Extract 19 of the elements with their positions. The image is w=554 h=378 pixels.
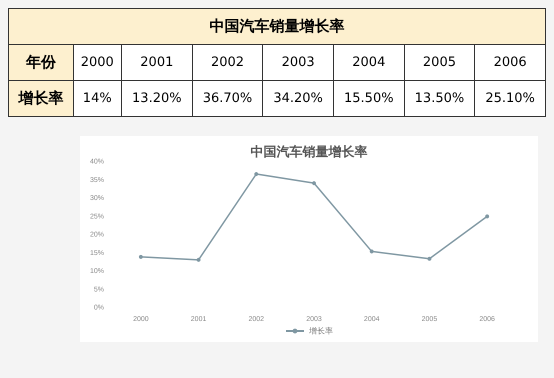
chart-title: 中国汽车销量增长率 <box>250 144 368 159</box>
category-label: 2005 <box>422 55 456 70</box>
category-label: 2003 <box>282 55 315 70</box>
legend-label: 增长率 <box>308 326 333 336</box>
text: 36.70% <box>192 80 263 116</box>
chart-title: 中国汽车销量增长率 <box>210 17 344 35</box>
text: 14% <box>73 80 122 116</box>
text: 25.10% <box>474 80 546 116</box>
category-label: 2002 <box>210 55 244 70</box>
text: 15.50% <box>333 80 404 116</box>
text: 13.50% <box>404 80 475 116</box>
text: 增长率 <box>18 89 64 107</box>
category-label: 2001 <box>140 55 174 70</box>
category-label: 2006 <box>494 55 527 70</box>
category-label: 2004 <box>352 55 386 70</box>
text: 34.20% <box>262 80 334 116</box>
text: 年份 <box>8 44 73 80</box>
category-label: 2000 <box>80 55 114 70</box>
text: 13.20% <box>122 80 192 116</box>
